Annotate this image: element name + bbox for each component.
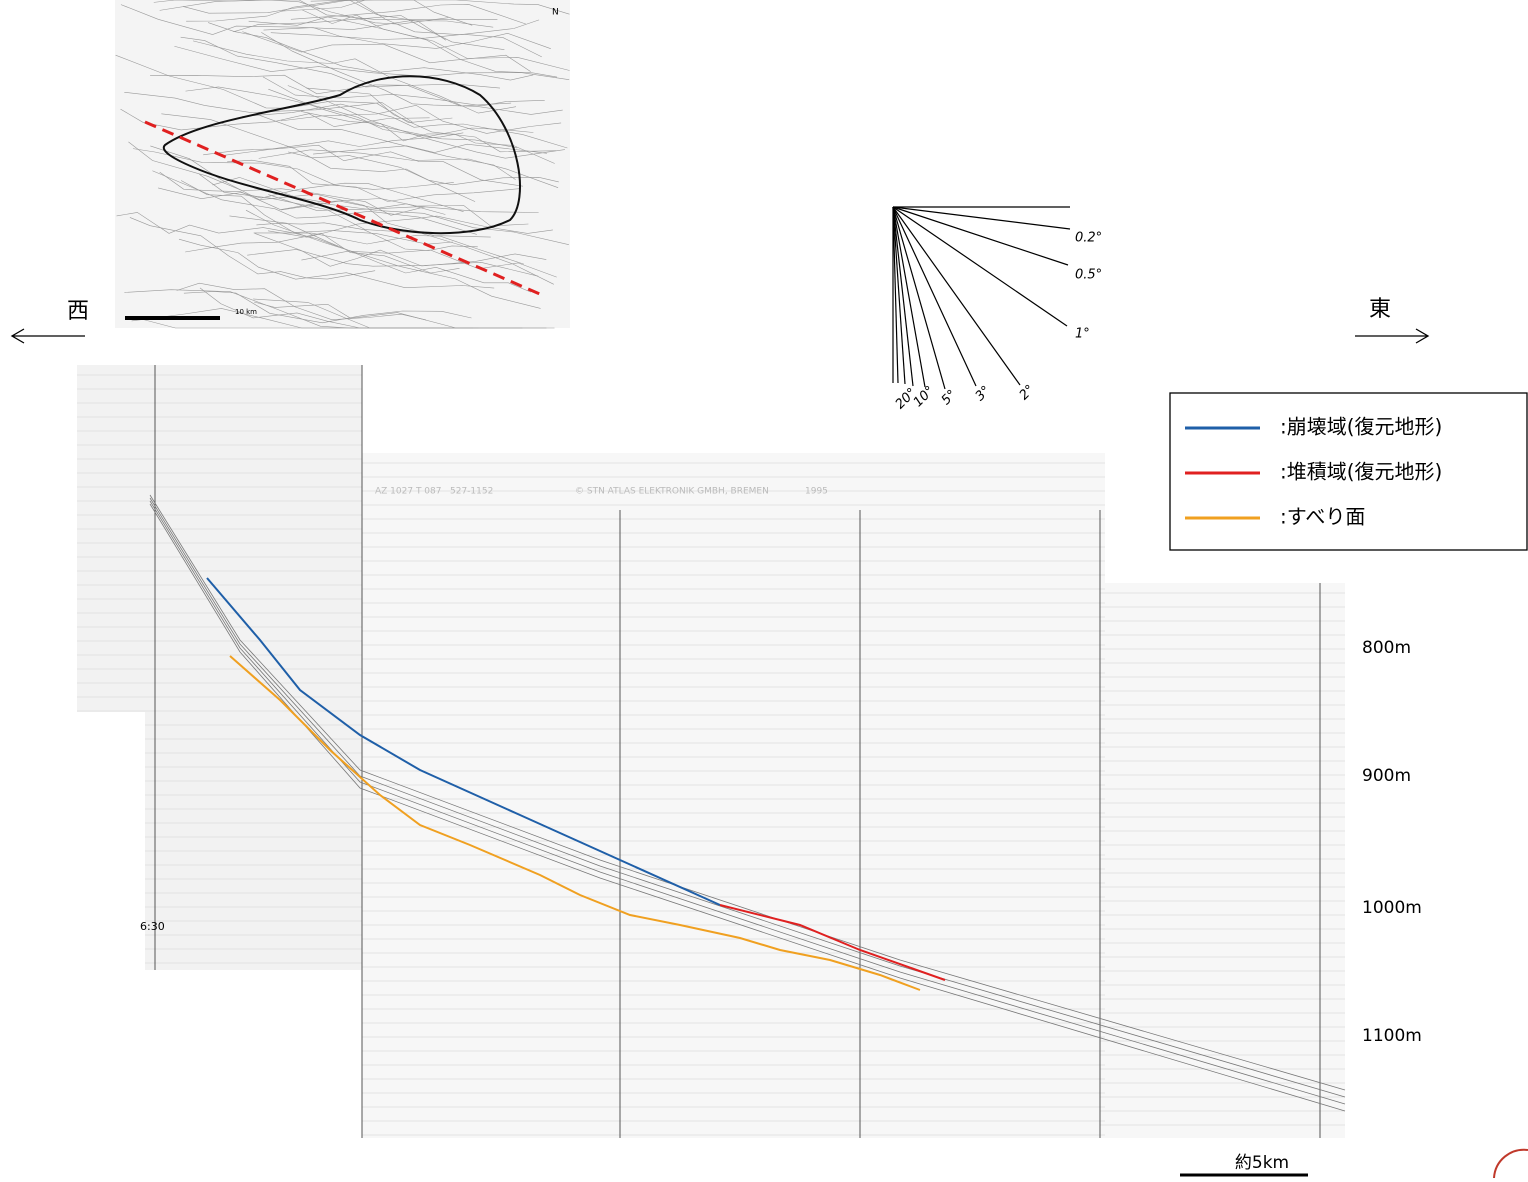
contour <box>212 177 529 227</box>
reflector <box>149 500 1346 1105</box>
slide-outline <box>162 75 521 235</box>
contour <box>129 217 376 280</box>
depth-label: 1000m <box>1362 898 1422 918</box>
contour <box>248 16 558 78</box>
depth-label: 900m <box>1362 766 1411 786</box>
contour <box>280 104 562 134</box>
contour <box>306 87 557 153</box>
contour <box>174 45 570 80</box>
north-label: N <box>552 8 559 18</box>
legend-label: :すべり面 <box>1280 505 1365 529</box>
east-label: 東 <box>1369 297 1391 322</box>
contour <box>229 215 532 293</box>
contour <box>159 0 498 20</box>
profile-curves <box>149 494 1346 1112</box>
depth-label: 800m <box>1362 638 1411 658</box>
contour <box>263 27 551 49</box>
record-panel <box>1100 583 1345 1138</box>
reflector <box>149 497 1346 1098</box>
reflector <box>149 503 1346 1112</box>
angle-fan <box>892 206 1071 390</box>
contour <box>150 74 512 107</box>
contour <box>288 151 559 186</box>
contour <box>120 108 430 131</box>
angle-label: 0.2° <box>1075 231 1102 246</box>
seismic-records <box>77 365 1345 1138</box>
scale-label: 約5km <box>1235 1153 1289 1173</box>
angle-label: 0.5° <box>1075 268 1102 283</box>
contour <box>180 36 501 89</box>
contour <box>261 32 563 115</box>
logo <box>1493 1148 1528 1179</box>
contour <box>242 31 531 72</box>
contour <box>254 233 547 267</box>
contour <box>192 40 517 114</box>
contour <box>176 282 427 321</box>
contour <box>232 30 534 81</box>
contour <box>267 215 553 238</box>
contour <box>207 15 505 50</box>
contour <box>287 85 565 159</box>
record-code: AZ 1027 T 087 <box>375 487 442 497</box>
angle-label: 3° <box>973 383 994 404</box>
contour <box>270 32 542 58</box>
contour <box>253 232 524 265</box>
contour <box>199 287 452 329</box>
time-label: 6:30 <box>140 920 165 933</box>
contour <box>268 194 539 213</box>
contour <box>247 249 539 277</box>
contour <box>159 171 446 215</box>
profile-line <box>144 120 543 297</box>
contour <box>222 144 523 187</box>
record-range: 527-1152 <box>450 487 493 497</box>
angle-label: 5° <box>939 387 960 408</box>
legend-label: :崩壊域(復元地形) <box>1280 415 1442 439</box>
contour <box>185 86 518 149</box>
contour <box>199 174 554 285</box>
contour <box>186 0 473 26</box>
contour <box>180 180 453 245</box>
contour <box>242 103 568 149</box>
contour <box>253 301 555 329</box>
contour <box>120 4 494 35</box>
map <box>115 0 570 329</box>
contour <box>128 141 425 216</box>
east-arrow <box>1355 328 1430 344</box>
contour <box>124 91 413 123</box>
contour <box>185 232 460 274</box>
angle-label: 20° <box>893 385 920 412</box>
angle-label: 2° <box>1017 382 1038 403</box>
record-year: 1995 <box>805 487 828 497</box>
collapse-curve <box>206 577 721 906</box>
contour <box>183 291 472 324</box>
contour <box>313 143 547 155</box>
contour <box>310 0 540 36</box>
legend-label: :堆積域(復元地形) <box>1280 460 1442 484</box>
contour <box>258 149 559 188</box>
contour <box>301 249 557 278</box>
map-scale-label: 10 km <box>235 308 257 316</box>
record-panel <box>362 453 1105 1138</box>
contour <box>152 170 477 235</box>
contour <box>227 159 521 202</box>
reflector <box>149 494 1346 1091</box>
contour <box>256 222 478 251</box>
contour <box>290 3 526 25</box>
legend: :崩壊域(復元地形) :堆積域(復元地形) :すべり面 <box>1185 415 1442 529</box>
angle-label: 1° <box>1075 327 1090 342</box>
contour <box>280 202 569 245</box>
record-maker: © STN ATLAS ELEKTRONIK GMBH, BREMEN <box>575 487 769 497</box>
contour <box>262 76 545 107</box>
contour <box>182 0 447 41</box>
contour <box>255 113 516 180</box>
deposit-curve <box>719 904 946 981</box>
map-scale-bar <box>125 316 220 320</box>
depth-label: 1100m <box>1362 1026 1422 1046</box>
west-arrow <box>10 328 85 344</box>
slip-curve <box>229 655 921 991</box>
west-label: 西 <box>67 299 89 324</box>
contour <box>281 0 570 15</box>
contour <box>245 209 541 309</box>
